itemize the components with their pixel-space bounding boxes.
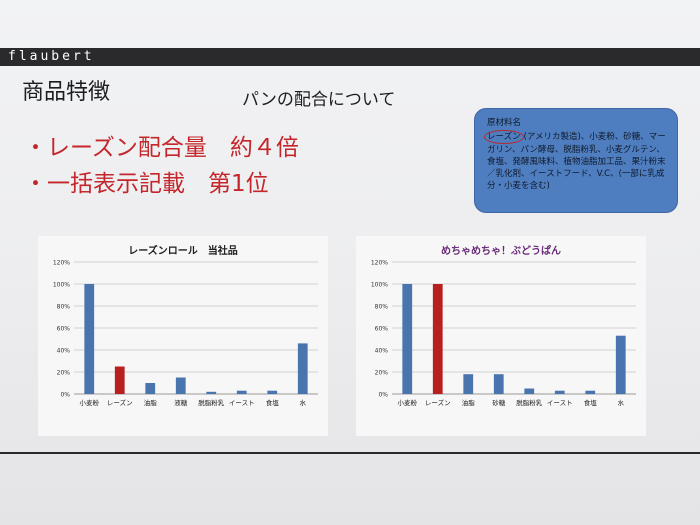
y-tick-label: 20% [375,370,389,377]
chart-title: レーズンロール 当社品 [128,246,238,257]
bar [206,391,217,394]
ingredients-title: 原材料名 [487,118,522,128]
y-tick-label: 40% [57,348,71,355]
bar [585,390,596,394]
ingredient-list: (アメリカ製造)、小麦粉、砂糖、マーガリン、パン酵母、脱脂粉乳、小麦グルテン、食… [487,132,666,191]
x-tick-label: 液糖 [174,398,188,407]
y-tick-label: 100% [371,282,388,289]
bar [236,390,247,394]
x-tick-label: 小麦粉 [80,398,100,407]
bar [493,374,504,394]
x-tick-label: 水 [618,398,625,407]
x-tick-label: 脱脂粉乳 [516,398,543,407]
bar [463,374,474,394]
x-tick-label: 油脂 [462,398,476,407]
bar [524,388,535,394]
y-tick-label: 120% [53,260,70,267]
x-tick-label: 食塩 [584,398,598,407]
y-tick-label: 60% [57,326,71,333]
bar [84,284,95,394]
y-tick-label: 40% [375,348,389,355]
y-tick-label: 0% [378,392,388,399]
x-tick-label: 油脂 [144,398,158,407]
x-tick-label: イースト [229,399,255,407]
bar-chart-own: 0% 20% 40% 60% 80% 100% 120% 小麦粉 レーズン 油脂 液糖 脱脂粉乳 イース… [53,260,318,407]
y-tick-label: 0% [60,392,70,399]
slide-heading: 商品特徴 [22,80,111,105]
chart-panel-competitor: めちゃめちゃ！ぶどうぱん 0% 20% 40% 60% 80% 100% 120% 小麦粉 レー… [356,236,646,436]
y-tick-label: 80% [57,304,71,311]
x-tick-label: 脱脂粉乳 [198,398,225,407]
y-tick-label: 100% [53,282,70,289]
y-tick-label: 20% [57,370,71,377]
ingredients-text: レーズン (アメリカ製造)、小麦粉、砂糖、マーガリン、パン酵母、脱脂粉乳、小麦グル… [484,130,667,192]
bar [145,383,156,394]
y-tick-label: 60% [375,326,389,333]
bar [114,366,125,394]
x-tick-label: 食塩 [266,398,280,407]
bar [554,390,565,394]
feature-label-rank: ・一括表示記載 第1位 [24,171,269,197]
x-tick-label: 小麦粉 [398,398,418,407]
chart-panel-own: レーズンロール 当社品 0% 20% 40% 60% 80% 100% 120% 小麦粉 レーズ… [38,236,328,436]
feature-raisin-amount: ・レーズン配合量 約４倍 [24,135,299,161]
bar [175,377,186,394]
chart-title: めちゃめちゃ！ぶどうぱん [441,246,561,257]
bar [402,284,413,394]
slide-subheading: パンの配合について [242,90,396,110]
x-tick-label: 水 [300,398,307,407]
brand-logo: flaubert [8,49,95,64]
bar [615,335,626,394]
brand-bar [0,48,700,66]
y-tick-label: 120% [371,260,388,267]
x-tick-label: 砂糖 [492,398,506,407]
bar [267,390,278,394]
x-tick-label: イースト [547,399,573,407]
x-tick-label: レーズン [425,398,451,407]
ingredients-box: 原材料名 レーズン (アメリカ製造)、小麦粉、砂糖、マーガリン、パン酵母、脱脂粉乳… [474,108,678,213]
bar [297,343,308,394]
bar [432,284,443,394]
ingredient-highlight: レーズン [484,130,524,144]
y-tick-label: 80% [375,304,389,311]
bottom-rule [0,452,700,454]
bar-chart-competitor: 0% 20% 40% 60% 80% 100% 120% 小麦粉 レーズン 油脂 砂糖 脱脂粉乳 イース… [371,260,636,407]
x-tick-label: レーズン [107,398,133,407]
